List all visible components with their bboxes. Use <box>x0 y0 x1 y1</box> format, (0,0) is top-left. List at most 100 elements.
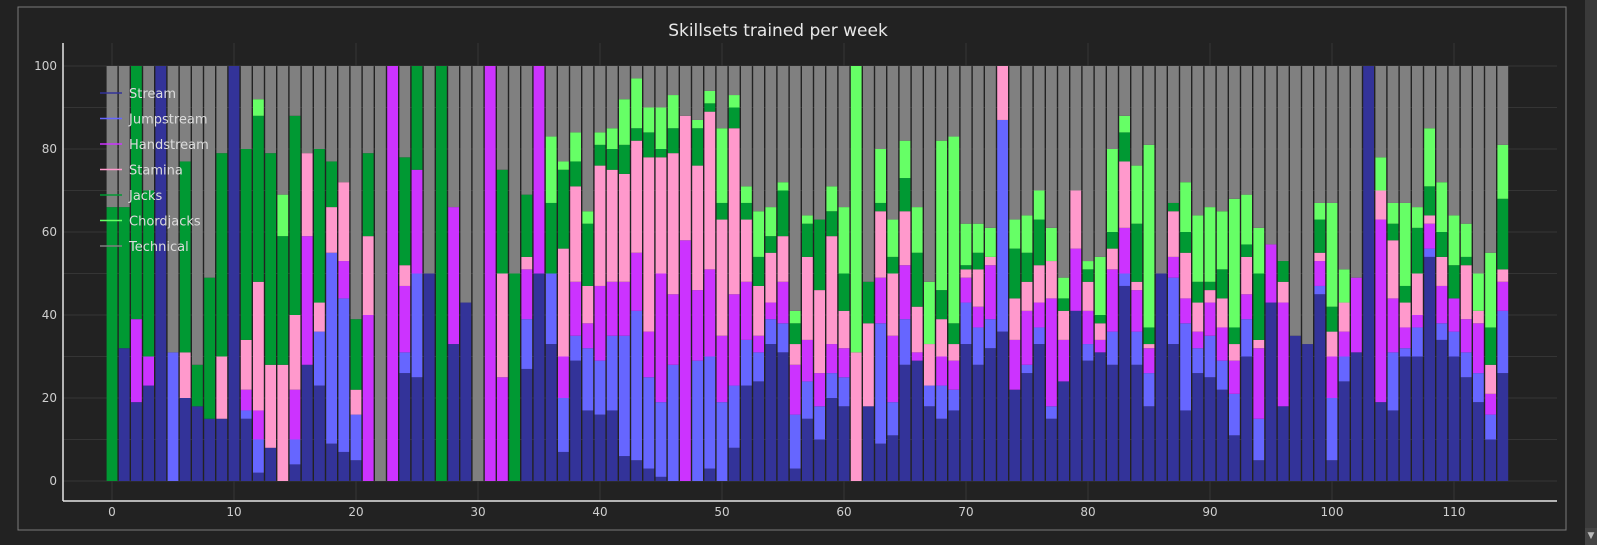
x-tick-label: 0 <box>108 505 116 519</box>
bar-segment-technical <box>1424 66 1435 129</box>
bar-segment-handstream <box>1448 298 1460 332</box>
bar-segment-jacks <box>1009 248 1021 299</box>
bar-segment-technical <box>875 66 886 149</box>
bar-segment-chordjacks <box>1460 223 1472 257</box>
bar-week-103 <box>1363 66 1374 481</box>
bar-segment-stream <box>460 302 472 481</box>
bar-segment-technical <box>960 66 972 224</box>
bar-segment-handstream <box>1241 294 1252 320</box>
bar-segment-stream <box>838 406 850 481</box>
bar-week-39 <box>582 66 594 481</box>
bar-segment-handstream <box>1375 219 1387 403</box>
bar-segment-technical <box>362 66 374 154</box>
legend-item-jacks[interactable]: Jacks <box>100 189 162 204</box>
bar-segment-stamina <box>1082 281 1094 311</box>
bar-segment-handstream <box>338 261 350 299</box>
bar-segment-technical <box>619 66 630 100</box>
bar-segment-jumpstream <box>997 119 1008 332</box>
bar-segment-technical <box>118 66 130 208</box>
bar-segment-stream <box>863 406 874 481</box>
bar-segment-handstream <box>1021 310 1033 365</box>
bar-segment-jacks <box>863 281 874 324</box>
scroll-down-arrow-icon[interactable]: ▼ <box>1585 528 1597 545</box>
bar-week-90 <box>1204 66 1216 481</box>
legend-item-jumpstream[interactable]: Jumpstream <box>100 113 208 128</box>
bar-segment-technical <box>338 66 350 183</box>
legend-item-chordjacks[interactable]: Chordjacks <box>100 215 201 230</box>
bar-segment-jumpstream <box>716 402 728 481</box>
bar-segment-stream <box>1302 344 1313 481</box>
bar-segment-technical <box>1290 66 1301 336</box>
legend-item-handstream[interactable]: Handstream <box>100 138 209 153</box>
bar-segment-stamina <box>1168 211 1179 257</box>
bar-segment-jacks <box>131 66 142 320</box>
bar-segment-chordjacks <box>728 95 740 108</box>
bar-segment-handstream <box>521 269 533 320</box>
bar-segment-stamina <box>1107 248 1118 270</box>
bar-segment-jacks <box>509 273 520 481</box>
bar-segment-jumpstream <box>741 339 752 386</box>
bar-segment-stream <box>1033 344 1045 481</box>
bar-segment-stream <box>911 360 923 481</box>
bar-segment-stream <box>1448 356 1460 481</box>
vertical-scrollbar[interactable] <box>1585 0 1597 545</box>
bar-segment-technical <box>1277 66 1289 262</box>
bar-segment-technical <box>606 66 618 129</box>
bar-segment-jacks <box>741 202 752 220</box>
bar-segment-technical <box>1021 66 1033 216</box>
bar-segment-chordjacks <box>582 211 594 224</box>
bar-segment-stream <box>1314 294 1326 481</box>
bar-segment-handstream <box>1131 290 1143 332</box>
bar-segment-stamina <box>277 364 289 481</box>
bar-segment-stamina <box>558 248 569 357</box>
bar-week-86 <box>1155 66 1167 481</box>
bar-segment-stamina <box>606 169 618 282</box>
bar-segment-technical <box>985 66 996 228</box>
bar-segment-jacks <box>1168 202 1179 212</box>
x-tick-label: 90 <box>1202 505 1217 519</box>
bar-segment-jacks <box>1107 232 1118 249</box>
bar-segment-jumpstream <box>545 273 557 345</box>
bar-segment-handstream <box>789 364 801 415</box>
bar-segment-jumpstream <box>1180 323 1191 411</box>
bar-segment-stream <box>338 451 350 481</box>
bar-segment-jacks <box>143 190 154 357</box>
bar-segment-stamina <box>314 302 325 332</box>
x-tick-labels: 0 10 20 30 40 50 60 70 80 90 100 110 <box>108 505 1465 519</box>
legend-item-stream[interactable]: Stream <box>100 87 176 102</box>
bar-segment-jumpstream <box>972 327 984 365</box>
bar-segment-stamina <box>911 306 923 353</box>
bar-segment-stream <box>1229 435 1240 481</box>
bar-week-107 <box>1412 66 1423 481</box>
bar-segment-stamina <box>1375 190 1387 220</box>
bar-segment-jumpstream <box>1143 373 1155 407</box>
bar-segment-jacks <box>704 103 716 112</box>
bar-segment-jumpstream <box>655 402 667 477</box>
bar-week-71 <box>972 66 984 481</box>
bar-segment-stamina <box>1204 290 1216 303</box>
bar-segment-technical <box>789 66 801 311</box>
bar-week-97 <box>1290 66 1301 481</box>
bar-segment-handstream <box>143 356 154 386</box>
bar-segment-handstream <box>1143 348 1155 374</box>
legend-item-stamina[interactable]: Stamina <box>100 164 183 179</box>
bar-segment-jacks <box>253 115 264 282</box>
bar-segment-stamina <box>301 153 313 237</box>
bar-week-9 <box>216 66 228 481</box>
bar-segment-handstream <box>1033 302 1045 328</box>
bar-segment-jacks <box>1216 269 1228 299</box>
bar-segment-jacks <box>960 265 972 270</box>
bar-week-57 <box>802 66 813 481</box>
bar-segment-jacks <box>789 323 801 345</box>
legend-item-technical[interactable]: Technical <box>100 240 189 255</box>
bar-week-80 <box>1082 66 1094 481</box>
bar-segment-chordjacks <box>936 140 947 291</box>
bar-segment-stream <box>131 402 142 481</box>
bar-segment-jumpstream <box>753 352 764 382</box>
bar-week-32 <box>497 66 508 481</box>
bar-segment-stream <box>741 385 752 481</box>
bar-segment-stream <box>899 364 911 481</box>
bar-segment-stamina <box>1326 331 1338 357</box>
bar-segment-handstream <box>1107 269 1118 332</box>
bar-segment-chordjacks <box>1107 149 1118 232</box>
